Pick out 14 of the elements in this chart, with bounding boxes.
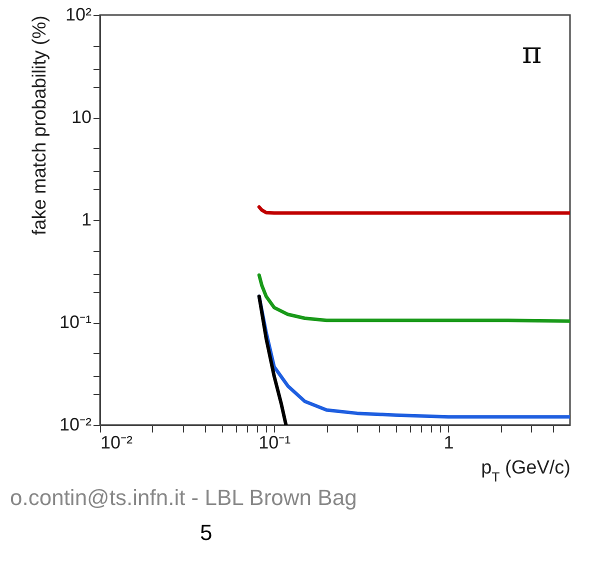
y-tick-label: 10²: [65, 4, 92, 24]
line-series: [257, 294, 288, 425]
x-axis-title: p$_{T}$ (GeV/c): [481, 458, 570, 484]
x-tick-label: 1: [444, 432, 454, 452]
x-tick-label: 10⁻¹: [258, 432, 291, 452]
annotation: π: [522, 36, 542, 71]
y-tick-label: 10: [71, 107, 92, 127]
y-tick-label: 10⁻¹: [59, 312, 92, 332]
y-tick-label: 10⁻²: [59, 414, 92, 434]
text: 5: [200, 520, 212, 546]
text: o.contin@ts.infn.it - LBL Brown Bag: [10, 485, 357, 511]
y-axis-title: fake match probability (%): [29, 16, 50, 236]
x-tick-label: 10⁻²: [100, 432, 133, 452]
y-tick-label: 1: [81, 210, 92, 230]
